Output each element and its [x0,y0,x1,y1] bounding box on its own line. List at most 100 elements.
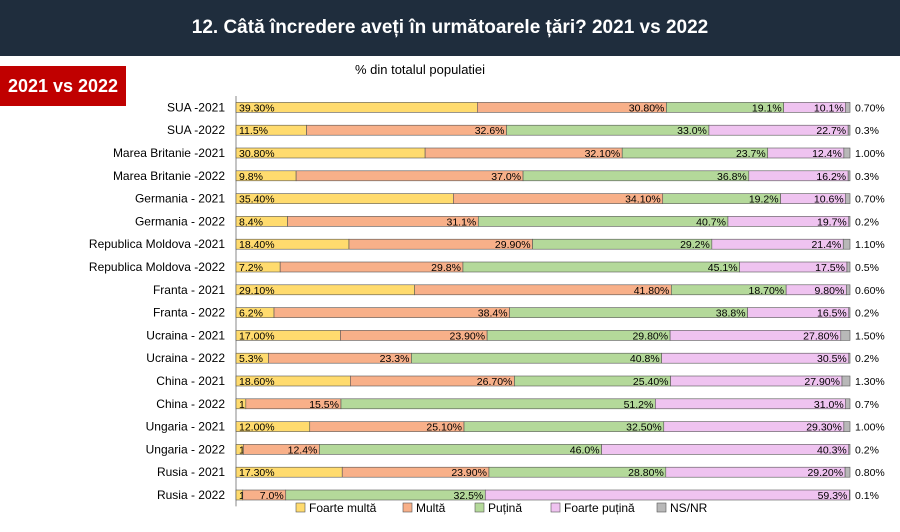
data-label: 0.80% [855,467,885,479]
data-label: 9.80% [815,285,845,297]
bar-segment [843,421,851,432]
data-label: 18.70% [749,285,785,297]
bar-segment [841,375,851,387]
data-label: 32.10% [585,148,621,160]
data-label: 32.5% [454,490,484,502]
bar-segment [484,489,850,501]
bar-segment [840,330,851,341]
data-label: 0.5% [855,262,879,274]
data-label: 29.30% [806,422,842,434]
bar-segment [844,466,851,478]
category-label: Rusia - 2021 [157,465,225,479]
bar-segment [848,216,851,227]
bar-segment [847,124,851,136]
data-label: 19.2% [749,194,779,206]
data-label: 10.1% [814,102,844,114]
category-label: Republica Moldova -2022 [89,260,225,274]
bar-segment [295,170,524,182]
bar-segment [411,352,662,364]
bar-segment [845,398,851,410]
bar-segment [273,307,510,318]
data-label: 21.4% [811,239,841,251]
category-label: SUA -2022 [167,123,225,137]
bar-segment [845,193,851,204]
data-label: 17.5% [815,262,845,274]
data-label: 0.70% [855,102,885,114]
data-label: 12.00% [239,422,275,434]
data-label: 23.90% [451,467,487,479]
data-label: 17.00% [239,330,275,342]
data-label: 45.1% [708,262,738,274]
legend-label: Puțină [488,501,522,515]
data-label: 12.4% [812,148,842,160]
bar-segment [843,147,851,159]
data-label: 9.8% [239,171,263,183]
data-label: 19.7% [817,216,847,228]
bar-segment [319,444,602,455]
bar-segment [340,398,656,410]
data-label: 23.3% [380,353,410,365]
data-label: 0.2% [855,216,879,228]
data-label: 32.50% [626,422,662,434]
data-label: 40.7% [696,216,726,228]
data-label: 0.3% [855,171,879,183]
data-label: 29.10% [239,285,275,297]
category-label: Germania - 2022 [135,214,225,228]
legend-label: Foarte multă [309,501,377,515]
legend-swatch [550,502,561,513]
data-label: 0.2% [855,308,879,320]
data-label: 23.7% [736,148,766,160]
data-label: 32.6% [475,125,505,137]
legend-swatch [656,502,667,513]
legend-label: Multă [416,501,446,515]
data-label: 18.60% [239,376,275,388]
page-title: 12. Câtă încredere aveți în următoarele … [191,17,709,38]
data-label: 7.0% [260,490,284,502]
bar-segment [848,307,851,318]
data-label: 33.0% [677,125,707,137]
data-label: 8.4% [239,216,263,228]
data-label: 18.40% [239,239,275,251]
category-label: Marea Britanie -2022 [113,169,225,183]
bar-segment [849,489,851,501]
category-label: Ungaria - 2022 [146,442,226,456]
bar-segment [601,444,850,455]
data-label: 1.30% [855,376,885,388]
bar-segment [846,284,851,296]
category-label: Ungaria - 2021 [146,420,226,434]
bar-segment [846,261,851,273]
data-label: 28.80% [628,467,664,479]
data-label: 1.00% [855,422,885,434]
data-label: 29.80% [632,330,668,342]
data-label: 30.80% [239,148,275,160]
data-label: 39.30% [239,102,275,114]
data-label: 12.4% [288,444,318,456]
data-label: 22.7% [816,125,846,137]
category-label: SUA -2021 [167,100,225,114]
category-label: China - 2022 [156,397,225,411]
category-label: China - 2021 [156,374,225,388]
data-label: 31.0% [814,399,844,411]
data-label: 1.10% [855,239,885,251]
category-label: Marea Britanie -2021 [113,146,225,160]
legend-swatch [402,502,413,513]
data-label: 38.4% [478,308,508,320]
bar-segment [845,102,851,113]
bar-segment [848,352,851,364]
data-label: 40.3% [817,444,847,456]
year-badge-label: 2021 vs 2022 [7,75,119,96]
data-label: 37.0% [491,171,521,183]
year-badge: 2021 vs 2022 [0,66,126,106]
data-label: 31.1% [447,216,477,228]
data-label: 23.90% [450,330,486,342]
data-label: 29.8% [431,262,461,274]
data-label: 29.90% [495,239,531,251]
data-label: 25.10% [426,422,462,434]
data-label: 0.2% [855,444,879,456]
data-label: 59.3% [818,490,848,502]
data-label: 19.1% [752,102,782,114]
data-label: 41.80% [634,285,670,297]
data-label: 0.60% [855,285,885,297]
category-label: Franta - 2021 [153,283,225,297]
